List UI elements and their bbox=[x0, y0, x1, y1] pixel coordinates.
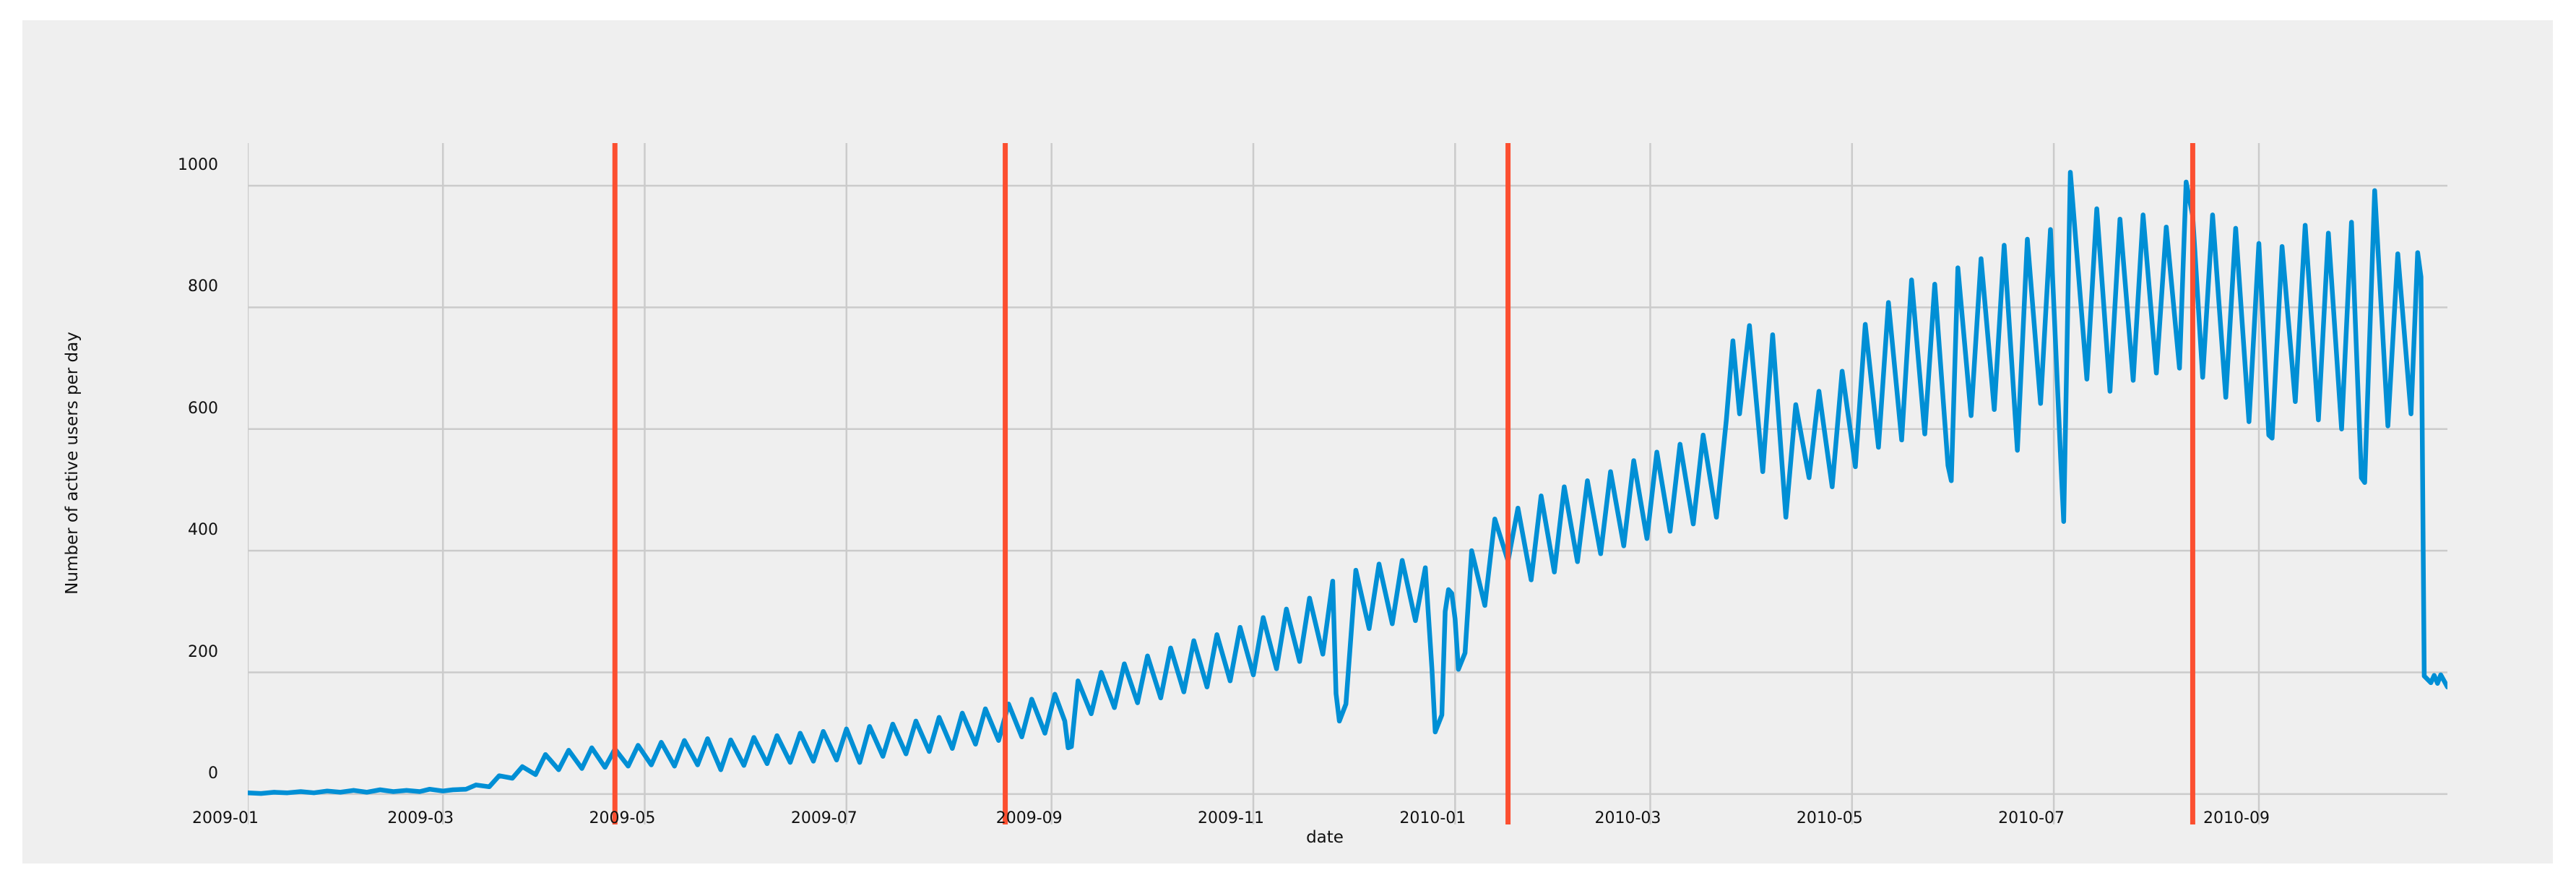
x-tick-label: 2009-01 bbox=[192, 809, 259, 827]
x-tick-label: 2010-01 bbox=[1399, 809, 1466, 827]
y-tick-label: 0 bbox=[208, 764, 218, 783]
x-tick-label: 2010-07 bbox=[1998, 809, 2065, 827]
x-tick-label: 2009-09 bbox=[995, 809, 1063, 827]
y-tick-label: 600 bbox=[188, 399, 218, 418]
y-axis-title: Number of active users per day bbox=[63, 332, 82, 595]
x-tick-label: 2010-09 bbox=[2203, 809, 2270, 827]
y-tick-label: 800 bbox=[188, 277, 218, 296]
x-tick-label: 2010-05 bbox=[1796, 809, 1863, 827]
y-tick-label: 1000 bbox=[178, 155, 218, 174]
x-tick-label: 2009-07 bbox=[790, 809, 857, 827]
y-tick-label: 400 bbox=[188, 521, 218, 540]
x-axis-title: date bbox=[1306, 828, 1344, 847]
y-tick-label: 200 bbox=[188, 642, 218, 661]
x-tick-label: 2009-11 bbox=[1198, 809, 1264, 827]
line-chart bbox=[248, 143, 2447, 824]
plot-area bbox=[248, 143, 2447, 824]
x-tick-label: 2009-05 bbox=[589, 809, 656, 827]
x-tick-label: 2010-03 bbox=[1594, 809, 1661, 827]
figure-panel bbox=[22, 20, 2553, 863]
x-tick-label: 2009-03 bbox=[387, 809, 454, 827]
active-users-line bbox=[248, 170, 2447, 796]
